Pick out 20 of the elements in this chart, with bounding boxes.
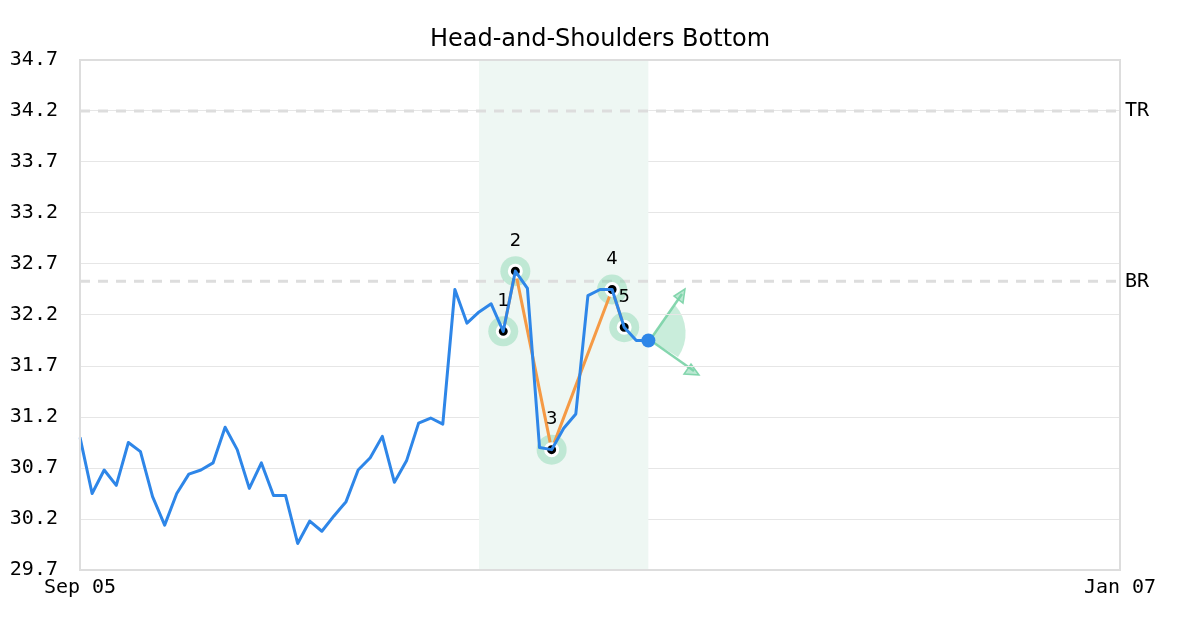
annotation: 3	[545, 407, 558, 429]
chart-title: Head-and-Shoulders Bottom	[429, 24, 771, 53]
x-tick-label: Sep 05	[43, 574, 117, 599]
y-tick-label: 32.2	[9, 301, 58, 326]
x-tick-label: Jan 07	[1083, 574, 1157, 599]
y-tick-label: 32.7	[9, 250, 58, 275]
annotation: 5	[618, 284, 630, 306]
y-tick-label: 30.7	[9, 454, 58, 479]
annotation: 4	[606, 247, 618, 269]
y-tick-label: 31.7	[9, 352, 58, 377]
y-tick-label: 33.7	[9, 148, 58, 173]
y-tick-label: 34.2	[9, 97, 58, 122]
y-tick-label: 33.2	[9, 199, 58, 224]
y-tick-label: 34.7	[9, 46, 58, 71]
ref-line-label: BR	[1125, 267, 1151, 292]
y-tick-label: 31.2	[9, 403, 58, 428]
y-tick-label: 30.2	[9, 505, 58, 530]
ref-line-label: TR	[1125, 97, 1151, 122]
annotation: 1	[497, 288, 509, 310]
annotation: 2	[509, 228, 522, 250]
